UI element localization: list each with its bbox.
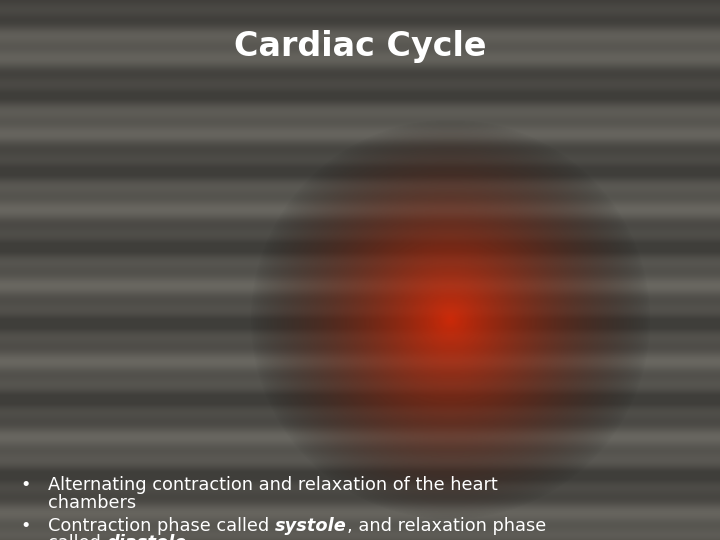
Text: chambers: chambers <box>48 494 136 511</box>
Text: Alternating contraction and relaxation of the heart: Alternating contraction and relaxation o… <box>48 476 498 494</box>
Text: , and relaxation phase: , and relaxation phase <box>346 517 546 535</box>
Text: diastole: diastole <box>107 535 187 540</box>
Text: systole: systole <box>275 517 346 535</box>
Text: called: called <box>48 535 107 540</box>
Text: •: • <box>20 476 30 494</box>
Text: Contraction phase called: Contraction phase called <box>48 517 275 535</box>
Text: Cardiac Cycle: Cardiac Cycle <box>234 30 486 63</box>
Text: •: • <box>20 517 30 535</box>
